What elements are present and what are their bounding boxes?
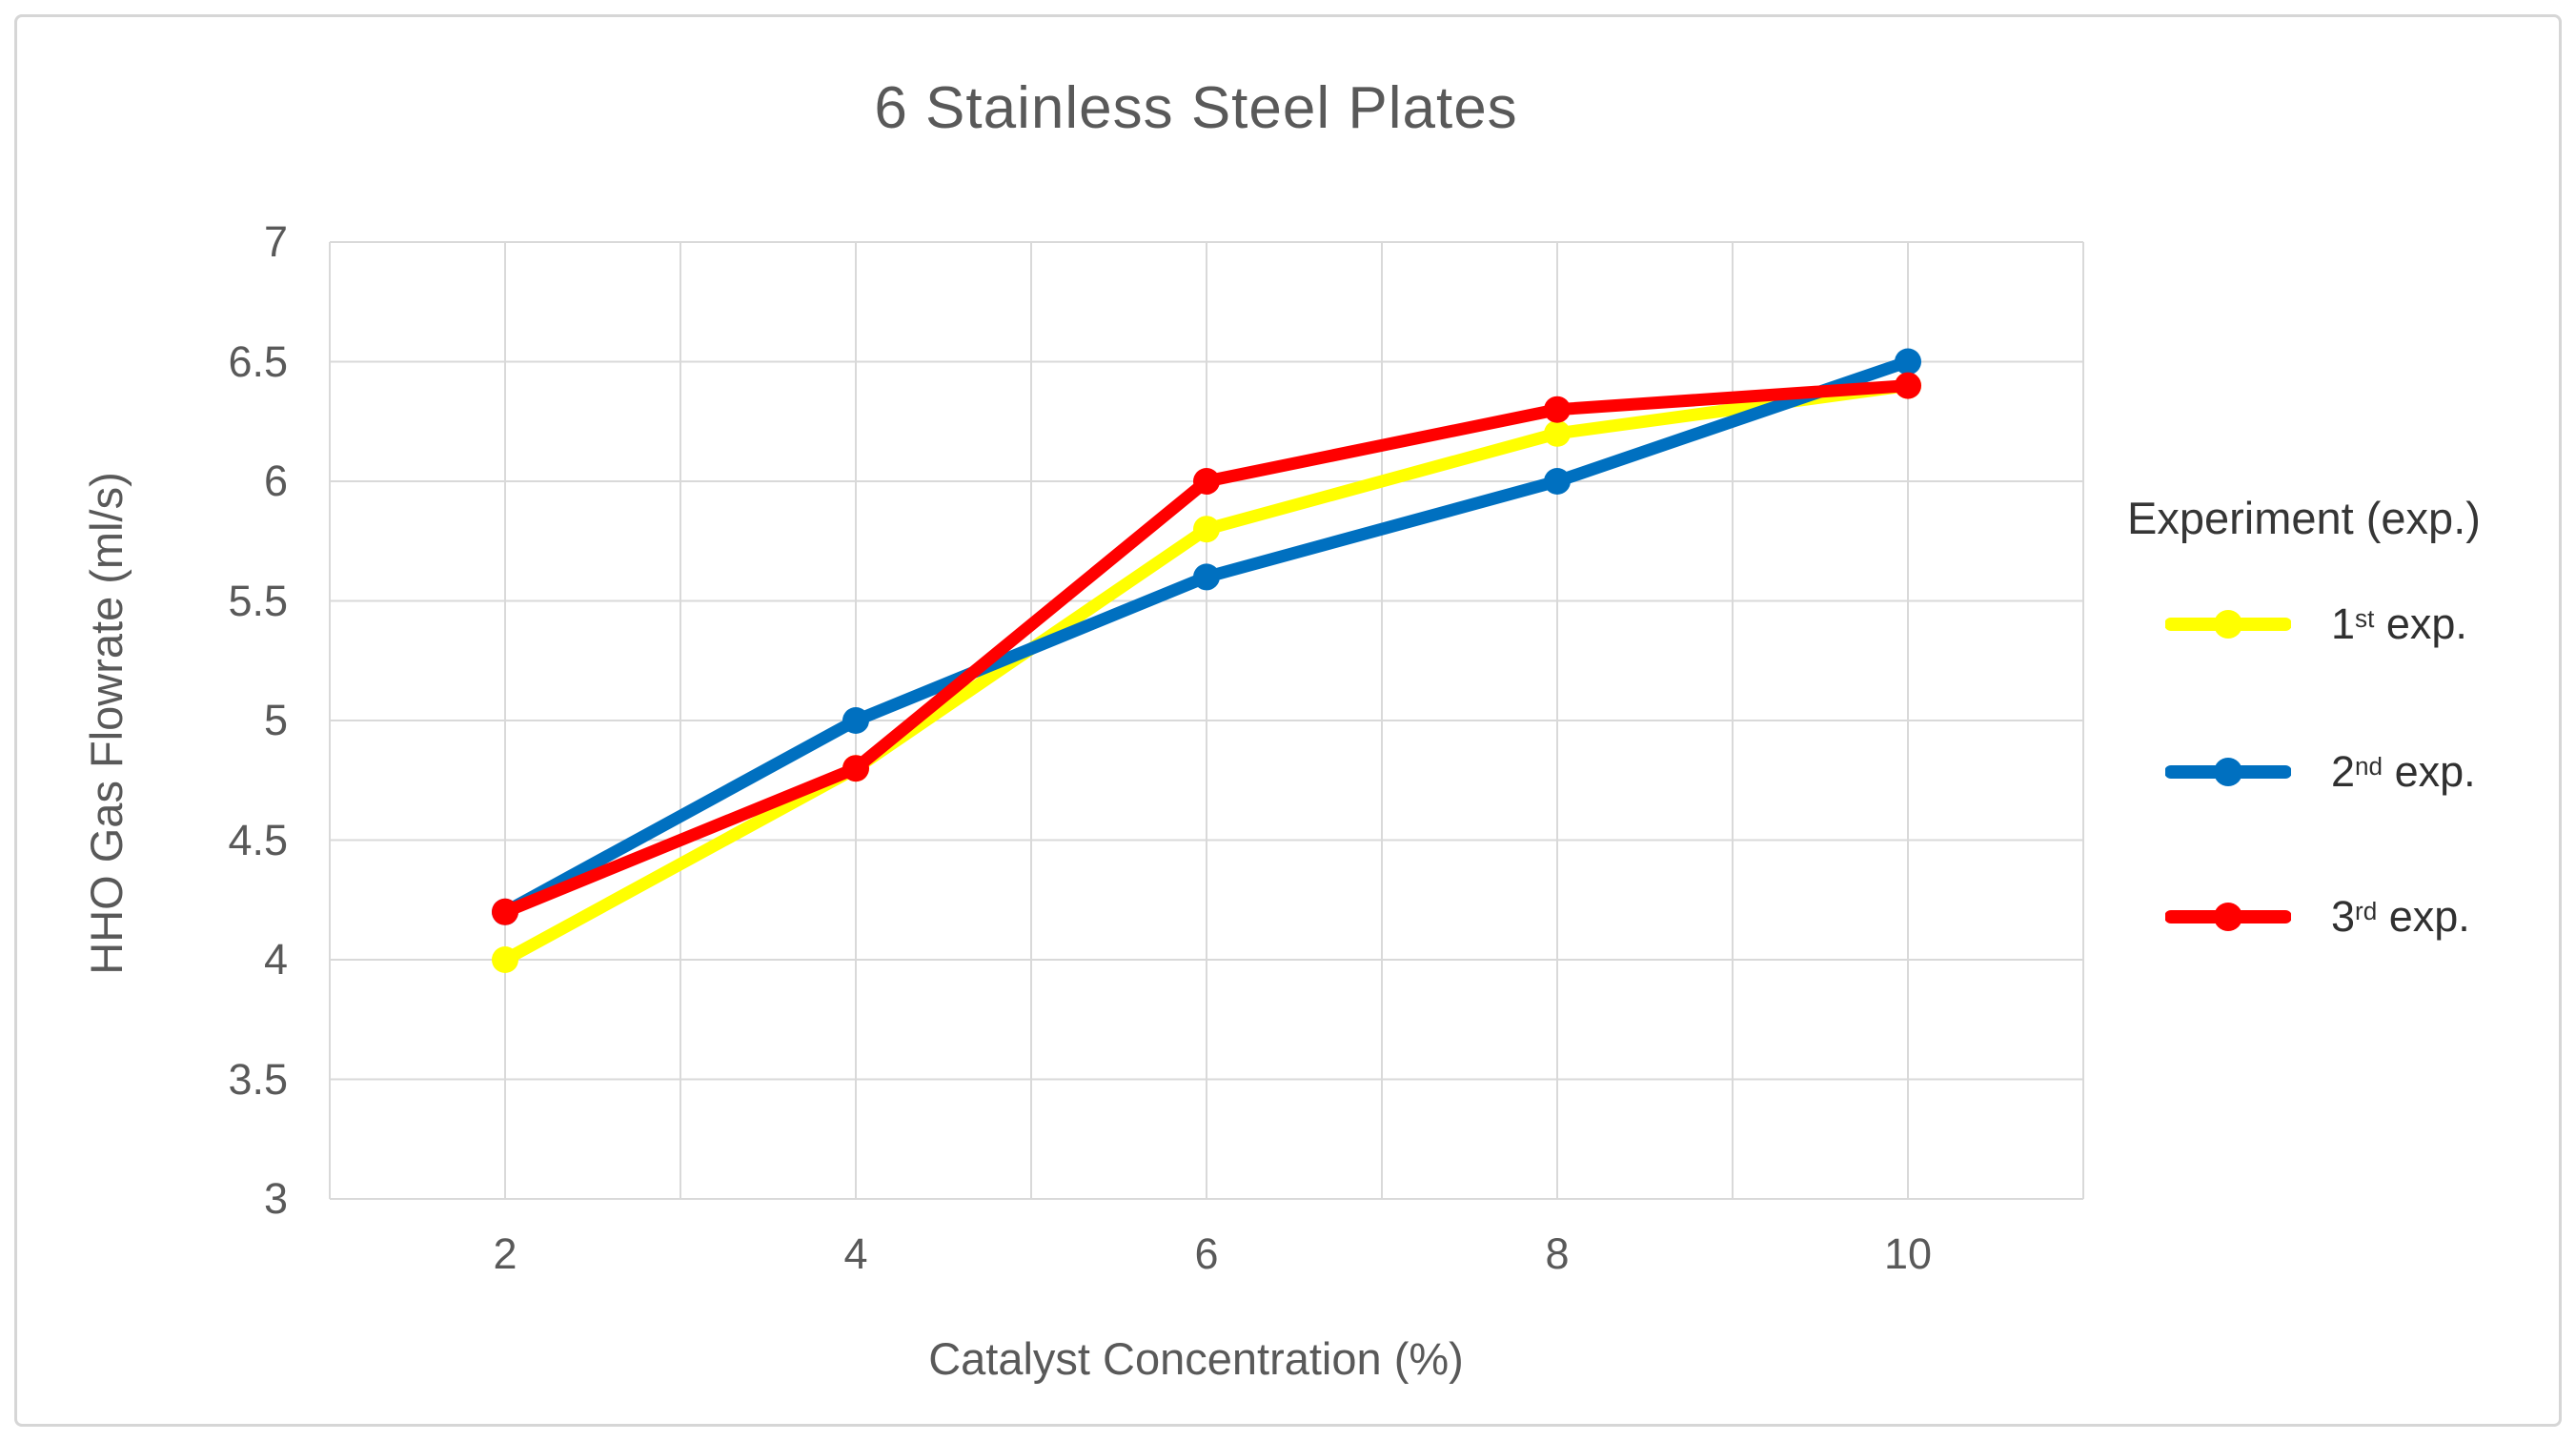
- data-point-marker-2nd-exp: [1193, 563, 1220, 591]
- series-3rd-exp: [492, 372, 1921, 925]
- data-point-marker-3rd-exp: [1193, 468, 1220, 495]
- data-point-marker-3rd-exp: [492, 898, 518, 925]
- x-tick-label: 10: [1883, 1229, 1933, 1278]
- chart-title: 6 Stainless Steel Plates: [874, 75, 1518, 141]
- data-point-marker-2nd-exp: [1895, 348, 1921, 375]
- y-tick-label: 3: [263, 1174, 288, 1223]
- y-tick-label: 7: [263, 217, 288, 266]
- data-point-marker-3rd-exp: [842, 755, 869, 782]
- y-tick-label: 3.5: [228, 1054, 288, 1104]
- y-tick-label: 4.5: [228, 815, 288, 864]
- x-tick-label: 6: [1194, 1229, 1219, 1278]
- x-tick-label: 4: [843, 1229, 868, 1278]
- x-tick-label: 2: [493, 1229, 517, 1278]
- x-axis-title: Catalyst Concentration (%): [928, 1333, 1464, 1384]
- data-point-marker-2nd-exp: [1544, 468, 1571, 495]
- y-tick-label: 4: [263, 935, 288, 984]
- data-point-marker-1st-exp: [1544, 419, 1571, 447]
- series-2nd-exp: [492, 348, 1921, 925]
- y-tick-label: 6.5: [228, 336, 288, 386]
- data-point-marker-3rd-exp: [1895, 372, 1921, 399]
- data-point-marker-2nd-exp: [842, 707, 869, 734]
- x-tick-label: 8: [1545, 1229, 1570, 1278]
- data-point-marker-1st-exp: [1193, 516, 1220, 543]
- y-tick-label: 5: [263, 696, 288, 744]
- y-tick-label: 5.5: [228, 576, 288, 625]
- data-point-marker-1st-exp: [492, 946, 518, 973]
- data-point-marker-3rd-exp: [1544, 396, 1571, 423]
- y-tick-label: 6: [263, 457, 288, 505]
